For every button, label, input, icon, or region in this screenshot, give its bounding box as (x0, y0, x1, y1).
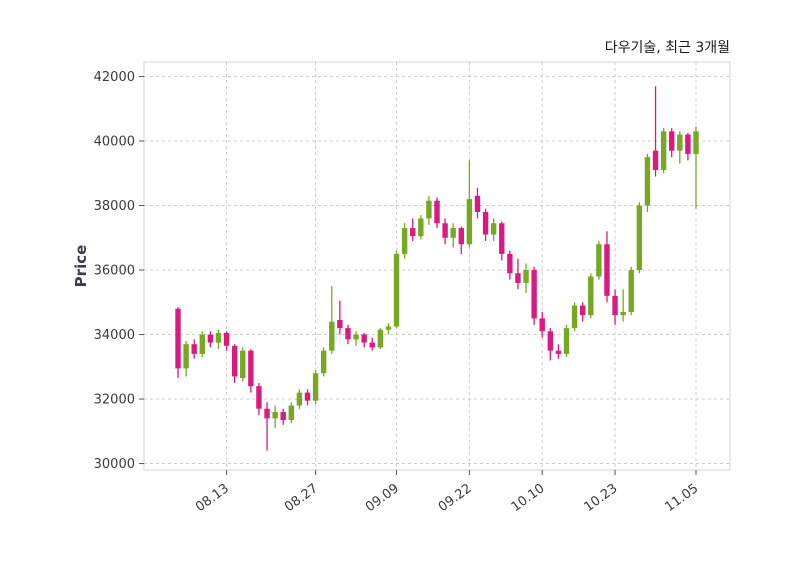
candle-body-down (555, 350, 562, 354)
candle-body-up (490, 223, 497, 235)
candle-body-up (199, 334, 205, 354)
candle-body-down (280, 411, 286, 421)
candle-body-down (207, 334, 214, 343)
candle-body-down (175, 308, 181, 369)
candle-body-up (418, 218, 424, 237)
candle-body-down (507, 253, 513, 274)
x-tick-label: 08.27 (282, 481, 321, 515)
candle-body-up (401, 228, 408, 254)
candle-body-up (660, 131, 667, 171)
candle-body-down (604, 244, 610, 296)
candle-body-up (523, 270, 529, 283)
candle-body-down (410, 228, 416, 237)
candle-body-up (563, 328, 570, 354)
candles-layer (175, 86, 699, 451)
candle-body-down (434, 200, 440, 224)
candle-body-down (361, 334, 367, 343)
candle-body-up (385, 326, 392, 330)
candle-body-down (579, 305, 586, 316)
candle-body-up (677, 134, 683, 151)
candle-body-up (377, 329, 384, 348)
candle-body-down (685, 134, 691, 154)
candle-body-up (644, 157, 651, 206)
grid-layer (143, 61, 731, 471)
candle-body-down (515, 273, 521, 283)
x-tick-label: 10.23 (581, 481, 620, 515)
candle-body-up (183, 344, 189, 369)
candle-body-down (531, 270, 537, 319)
candle-body-up (215, 332, 222, 343)
candle-body-down (264, 408, 270, 419)
candle-body-down (442, 223, 448, 238)
y-tick-label: 38000 (94, 199, 135, 214)
chart-title: 다우기술, 최근 3개월 (605, 40, 730, 56)
x-tick-label: 09.22 (436, 481, 475, 515)
candle-body-up (329, 321, 335, 351)
candle-body-up (240, 350, 246, 379)
candle-body-down (337, 320, 343, 329)
candle-body-up (312, 373, 319, 401)
x-tick-label: 10.10 (509, 481, 548, 515)
y-tick-label: 40000 (94, 135, 135, 150)
candle-body-down (482, 211, 489, 235)
candle-body-down (256, 386, 262, 409)
candle-body-down (223, 332, 230, 346)
y-tick-label: 32000 (94, 393, 135, 408)
plot-frame (143, 61, 731, 471)
candle-body-down (304, 392, 311, 401)
candle-body-down (669, 131, 675, 151)
candle-body-up (426, 200, 432, 219)
candle-body-down (652, 150, 659, 171)
y-tick-label: 42000 (94, 70, 135, 85)
candle-body-up (320, 350, 327, 374)
candle-body-up (620, 311, 626, 316)
y-tick-label: 30000 (94, 457, 135, 472)
candle-body-down (547, 331, 554, 351)
candle-body-up (450, 228, 456, 238)
candle-body-down (612, 295, 618, 316)
candle-body-up (393, 253, 400, 327)
y-tick-label: 34000 (94, 328, 135, 343)
candle-body-up (693, 131, 699, 154)
candle-body-down (474, 195, 481, 212)
candle-body-up (272, 411, 278, 419)
x-tick-label: 09.09 (363, 481, 402, 515)
candle-body-up (288, 405, 295, 421)
candle-body-up (353, 334, 359, 340)
candle-body-down (191, 344, 197, 354)
x-tick-label: 11.05 (662, 481, 701, 515)
candle-body-up (628, 270, 634, 312)
y-axis-label: Price (72, 245, 90, 288)
candle-body-down (539, 318, 545, 332)
candle-body-down (248, 350, 254, 387)
candle-body-down (345, 328, 351, 340)
candle-body-up (466, 199, 473, 245)
x-tick-label: 08.13 (193, 481, 232, 515)
candle-body-up (596, 244, 602, 277)
candle-body-up (636, 205, 643, 271)
y-tick-label: 36000 (94, 264, 135, 279)
candle-body-up (296, 392, 303, 406)
candle-body-down (499, 223, 505, 254)
candle-body-down (458, 228, 464, 245)
candle-body-up (571, 305, 578, 329)
candle-body-up (588, 276, 594, 316)
candle-body-down (369, 342, 375, 348)
candle-body-down (231, 345, 238, 377)
